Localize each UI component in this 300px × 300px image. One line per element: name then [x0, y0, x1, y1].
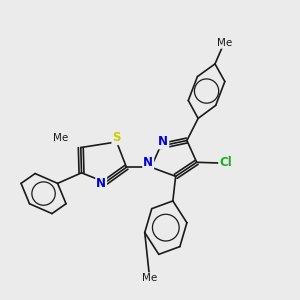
Text: N: N [143, 157, 153, 169]
Text: Me: Me [53, 134, 68, 143]
Text: Cl: Cl [219, 157, 232, 169]
Text: N: N [158, 135, 168, 148]
Text: Me: Me [217, 38, 232, 48]
Text: N: N [96, 176, 106, 190]
Text: S: S [112, 131, 121, 144]
Text: Me: Me [142, 273, 157, 283]
